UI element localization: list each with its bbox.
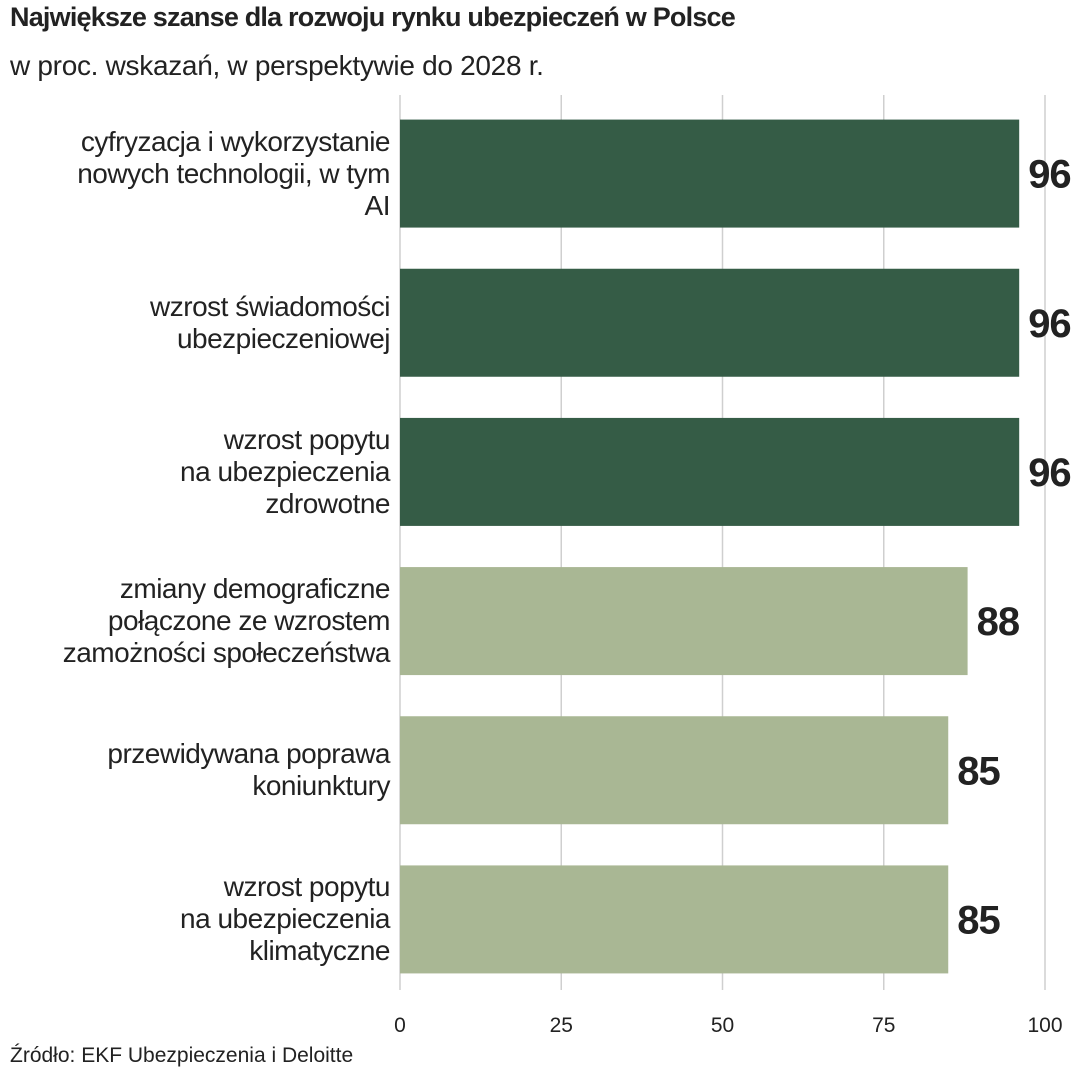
bar (400, 119, 1020, 228)
x-tick-label: 75 (872, 1014, 895, 1037)
source: Źródło: EKF Ubezpieczenia i Deloitte (10, 1044, 354, 1067)
x-tick-label: 100 (1027, 1014, 1062, 1037)
value-label: 96 (1028, 451, 1071, 495)
y-tick-label: przewidywana poprawa koniunktury (107, 738, 390, 802)
value-label: 85 (957, 898, 1000, 942)
bar (400, 417, 1020, 526)
x-tick-label: 25 (550, 1014, 573, 1037)
value-label: 96 (1028, 153, 1071, 197)
chart-title: Największe szanse dla rozwoju rynku ubez… (10, 2, 736, 32)
bar (400, 567, 968, 676)
y-tick-label: wzrost popytu na ubezpieczenia klimatycz… (180, 871, 390, 967)
value-label: 85 (957, 749, 1000, 793)
value-label: 96 (1028, 302, 1071, 346)
value-label: 88 (977, 600, 1020, 644)
y-tick-label: wzrost popytu na ubezpieczenia zdrowotne (180, 423, 390, 519)
x-tick-label: 0 (394, 1014, 406, 1037)
y-tick-label: cyfryzacja i wykorzystanie nowych techno… (77, 125, 390, 221)
bar (400, 865, 949, 974)
bar (400, 716, 949, 825)
x-tick-label: 50 (711, 1014, 734, 1037)
y-tick-label: wzrost świadomości ubezpieczeniowej (150, 290, 390, 354)
bar (400, 268, 1020, 377)
y-tick-label: zmiany demograficzne połączone ze wzrost… (62, 573, 391, 669)
chart-subtitle: w proc. wskazań, w perspektywie do 2028 … (10, 50, 544, 81)
